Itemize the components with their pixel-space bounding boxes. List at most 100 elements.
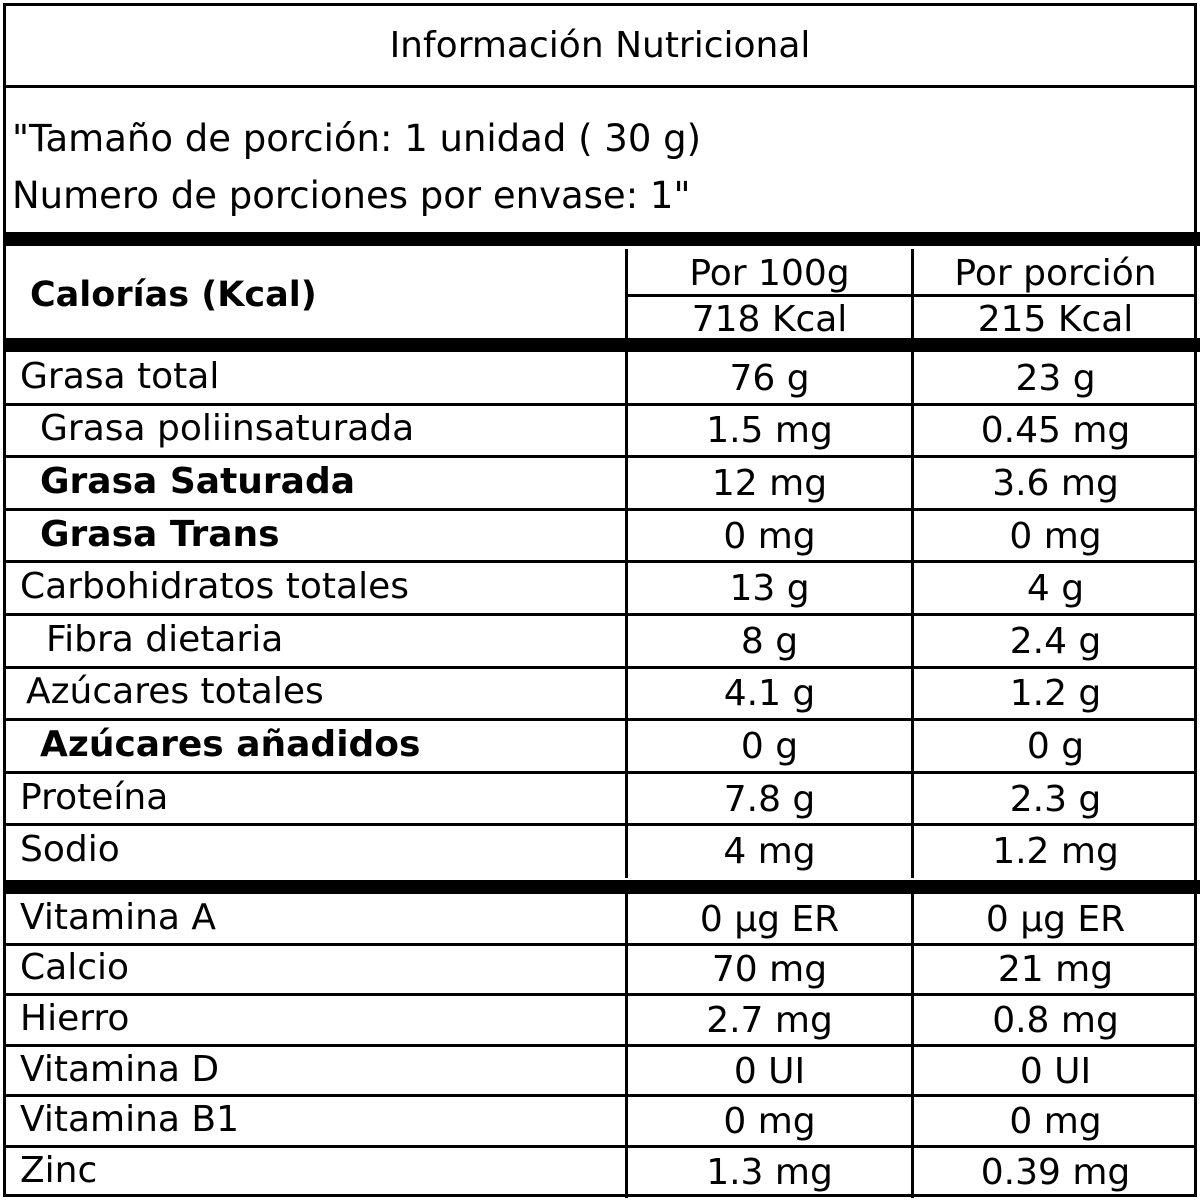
row-divider	[6, 993, 1194, 997]
column-divider	[625, 562, 628, 615]
nutrient-per-portion: 2.3 g	[1009, 778, 1102, 820]
vitamin-per-portion: 0 UI	[1019, 1050, 1092, 1092]
column-divider	[625, 894, 628, 945]
column-divider	[911, 457, 914, 510]
nutrient-per-100g: 13 g	[729, 568, 810, 610]
column-divider	[625, 404, 628, 458]
nutrient-per-portion: 4 g	[1026, 568, 1085, 610]
column-divider	[911, 1096, 914, 1147]
column-divider	[911, 562, 914, 615]
nutrient-row: Azúcares totales 4.1 g 1.2 g	[6, 667, 1194, 722]
label-title: Información Nutricional	[6, 6, 1194, 88]
nutrient-per-100g: 7.8 g	[723, 778, 816, 820]
vitamin-row: Vitamina A 0 µg ER 0 µg ER	[6, 894, 1194, 946]
nutrient-row: Grasa total 76 g 23 g	[6, 352, 1194, 406]
row-divider	[6, 612, 1194, 616]
vitamin-per-portion: 0.8 mg	[992, 999, 1119, 1041]
vitamin-name: Calcio	[20, 947, 130, 989]
nutrient-per-100g: 12 mg	[711, 462, 828, 504]
nutrient-name: Grasa total	[20, 355, 220, 397]
column-divider	[911, 667, 914, 721]
column-divider	[625, 667, 628, 721]
column-divider	[625, 249, 628, 341]
nutrient-per-portion: 0.45 mg	[980, 410, 1131, 452]
calories-label: Calorías (Kcal)	[30, 275, 317, 315]
nutrient-row: Proteína 7.8 g 2.3 g	[6, 772, 1194, 827]
vitamin-per-100g: 1.3 mg	[706, 1151, 833, 1193]
column-divider	[625, 509, 628, 563]
nutrient-name: Azúcares añadidos	[40, 723, 421, 765]
nutrient-per-portion: 0 g	[1026, 725, 1085, 767]
column-divider	[911, 720, 914, 773]
servings-per-container: Numero de porciones por envase: 1"	[12, 174, 691, 217]
nutrient-per-100g: 0 g	[740, 725, 799, 767]
row-divider	[6, 1094, 1194, 1098]
nutrient-name: Grasa Trans	[40, 513, 280, 555]
row-divider	[6, 507, 1194, 511]
nutrient-row: Fibra dietaria 8 g 2.4 g	[6, 615, 1194, 669]
column-divider	[625, 772, 628, 826]
column-divider	[625, 1045, 628, 1097]
nutrient-per-100g: 8 g	[740, 620, 799, 662]
column-divider	[911, 894, 914, 945]
vitamin-per-portion: 0.39 mg	[980, 1151, 1131, 1193]
serving-info: "Tamaño de porción: 1 unidad ( 30 g) Num…	[6, 88, 1194, 232]
nutrient-name: Sodio	[20, 829, 120, 871]
vitamin-per-100g: 0 UI	[733, 1050, 806, 1092]
row-divider	[6, 665, 1194, 669]
column-divider	[911, 772, 914, 826]
vitamin-name: Zinc	[20, 1149, 98, 1191]
vitamin-name: Vitamina D	[20, 1048, 220, 1090]
nutrient-name: Carbohidratos totales	[20, 566, 409, 608]
col-header-per-portion: Por porción	[954, 252, 1157, 294]
nutrient-name: Grasa poliinsaturada	[40, 408, 415, 450]
row-divider	[6, 1144, 1194, 1148]
column-divider	[911, 509, 914, 563]
nutrient-name: Proteína	[20, 776, 169, 818]
nutrient-row: Grasa Saturada 12 mg 3.6 mg	[6, 457, 1194, 511]
calories-section: Calorías (Kcal) Por 100g Por porción 718…	[6, 249, 1194, 341]
nutrient-name: Fibra dietaria	[46, 618, 284, 660]
vitamin-row: Vitamina B1 0 mg 0 mg	[6, 1096, 1194, 1148]
nutrient-row: Grasa poliinsaturada 1.5 mg 0.45 mg	[6, 404, 1194, 459]
nutrient-per-portion: 2.4 g	[1009, 620, 1102, 662]
nutrient-per-100g: 4.1 g	[723, 673, 816, 715]
row-divider	[6, 560, 1194, 564]
nutrient-per-100g: 76 g	[729, 357, 810, 399]
column-divider	[911, 1045, 914, 1097]
row-divider	[6, 402, 1194, 406]
vitamin-per-100g: 0 mg	[723, 1101, 816, 1143]
nutrient-name: Grasa Saturada	[40, 460, 356, 502]
row-divider	[6, 1043, 1194, 1047]
column-divider	[911, 825, 914, 878]
thick-divider	[3, 338, 1200, 352]
nutrient-row: Carbohidratos totales 13 g 4 g	[6, 562, 1194, 616]
thick-divider	[3, 232, 1200, 246]
col-header-per-100g: Por 100g	[689, 252, 850, 294]
vitamin-per-portion: 0 µg ER	[985, 898, 1126, 940]
vitamin-name: Vitamina A	[20, 896, 217, 938]
nutrient-row: Sodio 4 mg 1.2 mg	[6, 825, 1194, 878]
vitamin-row: Calcio 70 mg 21 mg	[6, 944, 1194, 997]
nutrient-per-portion: 23 g	[1015, 357, 1096, 399]
row-divider	[6, 942, 1194, 946]
nutrient-per-100g: 4 mg	[723, 831, 816, 873]
column-divider	[625, 615, 628, 668]
vitamin-per-100g: 70 mg	[711, 949, 828, 991]
vitamin-per-100g: 2.7 mg	[706, 999, 833, 1041]
vitamin-per-100g: 0 µg ER	[699, 898, 840, 940]
column-divider	[911, 1147, 914, 1198]
vitamin-row: Zinc 1.3 mg 0.39 mg	[6, 1147, 1194, 1198]
nutrient-name: Azúcares totales	[26, 671, 324, 713]
nutrient-per-portion: 3.6 mg	[992, 462, 1119, 504]
serving-size: "Tamaño de porción: 1 unidad ( 30 g)	[12, 117, 702, 160]
calories-per-100g: 718 Kcal	[691, 298, 848, 340]
vitamin-per-portion: 0 mg	[1009, 1101, 1102, 1143]
column-divider	[911, 944, 914, 996]
column-divider	[625, 352, 628, 405]
column-divider	[911, 995, 914, 1046]
nutrient-per-portion: 0 mg	[1009, 515, 1102, 557]
vitamin-name: Vitamina B1	[20, 1099, 240, 1141]
column-divider	[625, 457, 628, 510]
nutrient-per-100g: 0 mg	[723, 515, 816, 557]
